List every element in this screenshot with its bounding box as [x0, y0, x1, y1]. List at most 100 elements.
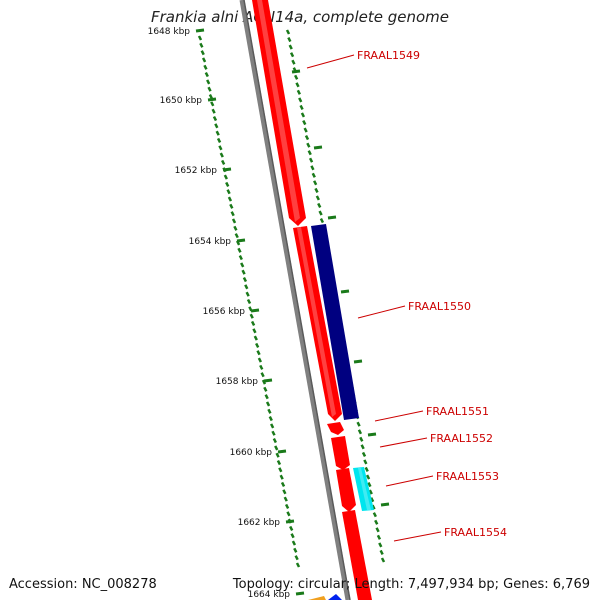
tick-label: 1648 kbp: [148, 27, 191, 37]
left-tick-dot: [280, 481, 286, 488]
right-tick-dot: [314, 187, 319, 193]
gene-arrow-FRAAL1552: [327, 422, 344, 435]
left-tick-dot: [253, 335, 258, 341]
right-tick-dot: [319, 218, 325, 224]
tick-mark: [277, 449, 287, 454]
right-tick-dot: [299, 104, 304, 110]
right-tick-dot: [357, 429, 363, 435]
gene-leader-line: [374, 410, 424, 422]
right-tick-dot: [313, 180, 318, 186]
left-tick-dot: [284, 503, 290, 510]
left-tick-dot: [290, 533, 295, 539]
tick-label: 1652 kbp: [175, 166, 218, 176]
tick-label: 1660 kbp: [230, 448, 273, 458]
tick-mark: [380, 502, 390, 507]
left-tick-dot: [259, 364, 264, 370]
left-tick-dot: [271, 430, 276, 436]
tick-mark: [367, 432, 377, 437]
left-tick-dot: [219, 152, 224, 158]
tick-label: 1650 kbp: [160, 96, 203, 106]
right-tick-dot: [289, 52, 295, 58]
tick-mark: [353, 359, 363, 364]
tick-mark: [313, 145, 323, 150]
gene-label-FRAAL1549[interactable]: FRAAL1549: [357, 49, 420, 62]
right-tick-dot: [363, 459, 368, 465]
left-tick-dot: [241, 269, 246, 275]
right-tick-dot: [380, 557, 386, 563]
tick-mark: [263, 378, 273, 383]
gene-arrow-segment: [342, 510, 372, 600]
left-tick-dot: [260, 372, 265, 378]
right-tick-dot: [285, 29, 291, 35]
tick-label: 1658 kbp: [216, 377, 259, 387]
gene-label-FRAAL1550[interactable]: FRAAL1550: [408, 300, 471, 313]
right-tick-dot: [302, 119, 307, 126]
gene-label-FRAAL1553[interactable]: FRAAL1553: [436, 470, 499, 483]
right-tick-dot: [372, 512, 377, 518]
right-tick-dot: [304, 135, 310, 141]
left-tick-dot: [264, 394, 269, 400]
backbone-line: [239, 0, 351, 600]
left-tick-dot: [294, 555, 299, 561]
left-tick-dot: [282, 489, 287, 495]
tick-label-group: 1648 kbp 1650 kbp 1652 kbp 1654 kbp 1656 kbp…: [148, 27, 291, 600]
gene-label-FRAAL1551[interactable]: FRAAL1551: [426, 405, 489, 418]
left-tick-dot: [263, 386, 268, 392]
right-tick-dot: [375, 527, 380, 533]
left-tick-dot: [203, 64, 208, 70]
tick-mark: [195, 28, 205, 33]
left-tick-dot: [206, 79, 211, 85]
left-tick-dot: [283, 496, 288, 502]
left-tick-dot: [234, 233, 239, 239]
gene-arrow-segment: [336, 468, 356, 512]
left-tick-dot: [200, 50, 205, 56]
left-tick-dot: [293, 547, 298, 553]
right-tick-dot: [367, 482, 372, 488]
right-tick-dot: [288, 44, 293, 50]
left-tick-dot: [237, 247, 242, 253]
right-tick-dot: [378, 542, 383, 548]
right-tick-dot: [308, 157, 314, 163]
right-tick-dot: [359, 436, 364, 442]
tick-mark: [327, 215, 337, 220]
tick-label: 1656 kbp: [203, 307, 246, 317]
tick-mark: [207, 97, 217, 102]
gene-arrow-FRAAL1553: [353, 467, 374, 511]
tick-mark: [291, 69, 301, 74]
tick-label: 1654 kbp: [189, 237, 232, 247]
right-tick-dot: [303, 127, 308, 133]
left-tick-dot: [274, 445, 279, 451]
left-tick-dot: [268, 416, 273, 422]
left-tick-dot: [244, 284, 249, 290]
gene-label-FRAAL1552[interactable]: FRAAL1552: [430, 432, 493, 445]
right-tick-dot: [310, 165, 315, 171]
left-tick-dot: [231, 218, 237, 224]
left-tick-dot: [245, 291, 250, 297]
right-tick-dot: [370, 497, 375, 503]
left-tick-dot: [276, 459, 282, 466]
right-tick-dot: [365, 474, 371, 480]
gene-leader-line: [357, 305, 406, 319]
right-tick-dot: [374, 519, 379, 525]
left-tick-dot: [246, 298, 252, 305]
left-tick-dot: [199, 42, 204, 48]
right-tick-dot: [364, 466, 369, 473]
right-tick-dot: [295, 82, 300, 88]
gene-highlight: [257, 0, 300, 222]
left-tick-dot: [252, 328, 257, 334]
left-tick-dot: [261, 379, 267, 385]
right-tick-dot: [291, 59, 296, 65]
left-tick-dot: [197, 35, 203, 41]
tick-mark: [222, 167, 232, 172]
gene-arrow-FRAAL1549: [252, 0, 306, 226]
left-tick-dot: [204, 72, 209, 78]
left-tick-dot: [201, 57, 207, 63]
tick-mark: [236, 238, 246, 243]
right-tick-dot: [368, 489, 373, 495]
gene-label-FRAAL1554[interactable]: FRAAL1554: [444, 526, 507, 539]
orange-feature-stub: [308, 596, 326, 600]
gene-highlight: [358, 468, 371, 510]
left-tick-dot: [250, 320, 256, 327]
left-tick-dot: [211, 108, 216, 114]
